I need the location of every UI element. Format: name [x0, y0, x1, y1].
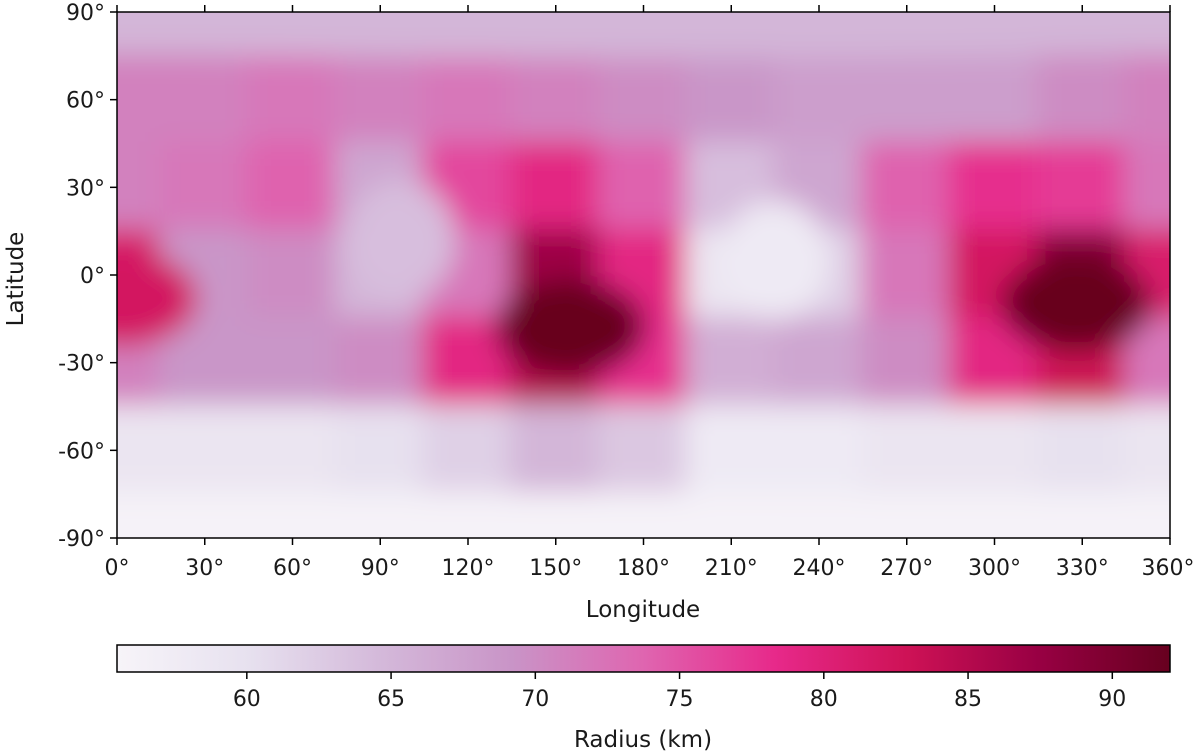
colorbar-title: Radius (km) — [574, 727, 712, 753]
heatmap-cell — [246, 141, 339, 234]
colorbar-tick-label: 85 — [954, 687, 982, 712]
x-tick-label: 360° — [1142, 556, 1195, 581]
colorbar-tick-label: 65 — [377, 687, 405, 712]
x-tick-label: 240° — [793, 556, 846, 581]
heatmap-cell — [246, 229, 339, 321]
colorbar-tick-label: 80 — [810, 687, 838, 712]
colorbar-ticks: 60 65 70 75 80 85 90 — [233, 672, 1126, 712]
x-tick-label: 90° — [361, 556, 400, 581]
heatmap-cell — [1124, 53, 1170, 146]
x-axis-title: Longitude — [586, 597, 700, 623]
x-tick-label: 330° — [1056, 556, 1109, 581]
heatmap — [117, 12, 1170, 538]
heatmap-cell — [509, 404, 602, 497]
heatmap-cell — [685, 316, 778, 409]
y-tick-label: 90° — [66, 1, 105, 26]
heatmap-cell — [158, 141, 251, 234]
colorbar-gradient — [116, 644, 1171, 673]
x-axis: 0° 30° 60° 90° 120° 150° 180° 210° 240° 270° 300° 3… — [105, 5, 1195, 581]
heatmap-cell — [773, 404, 865, 497]
colorbar: 60 65 70 75 80 85 90 Radius (km) — [116, 644, 1171, 753]
heatmap-cell — [948, 53, 1041, 146]
colorbar-tick-label: 75 — [666, 687, 694, 712]
heatmap-cell — [597, 404, 690, 497]
y-tick-label: -60° — [58, 439, 105, 464]
heatmap-cell — [1036, 404, 1129, 497]
heatmap-cell — [117, 141, 163, 234]
x-tick-label: 0° — [105, 556, 130, 581]
heatmap-cell — [860, 229, 953, 321]
heatmap-cell — [509, 141, 602, 234]
heatmap-cell — [1036, 141, 1129, 234]
y-axis: 90° 60° 30° 0° -30° -60° -90° — [58, 1, 117, 552]
y-tick-label: 0° — [80, 264, 105, 289]
y-tick-label: 60° — [66, 89, 105, 114]
heatmap-cell — [334, 404, 427, 497]
heatmap-cell — [117, 53, 163, 146]
heatmap-features — [117, 12, 1170, 538]
heatmap-cell — [948, 141, 1041, 234]
y-axis-title: Latitude — [3, 232, 29, 327]
heatmap-cell — [773, 53, 865, 146]
colorbar-tick-label: 90 — [1098, 687, 1126, 712]
heatmap-cell — [334, 53, 427, 146]
heatmap-maximum-150 — [495, 279, 646, 376]
heatmap-cell — [860, 53, 953, 146]
y-tick-label: -30° — [58, 352, 105, 377]
heatmap-minimum-95 — [345, 179, 456, 300]
heatmap-cell — [246, 316, 339, 409]
heatmap-maximum-330 — [1001, 256, 1152, 353]
heatmap-cell — [685, 53, 778, 146]
heatmap-cell — [860, 316, 953, 409]
x-tick-label: 300° — [968, 556, 1021, 581]
heatmap-cell — [117, 404, 163, 497]
heatmap-north-polar-cap — [117, 12, 1170, 58]
heatmap-cell — [246, 404, 339, 497]
heatmap-cell — [422, 53, 514, 146]
x-tick-label: 210° — [705, 556, 758, 581]
heatmap-cell — [158, 53, 251, 146]
heatmap-cell — [509, 53, 602, 146]
x-tick-label: 60° — [273, 556, 312, 581]
x-tick-label: 30° — [185, 556, 224, 581]
heatmap-cell — [334, 316, 427, 409]
heatmap-cell — [685, 404, 778, 497]
heatmap-cell — [597, 141, 690, 234]
heatmap-cell — [246, 53, 339, 146]
heatmap-cell — [773, 316, 865, 409]
colorbar-tick-label: 60 — [233, 687, 261, 712]
heatmap-maximum-0 — [117, 250, 198, 347]
heatmap-minimum-225 — [720, 200, 831, 321]
heatmap-south-polar-cap — [117, 492, 1170, 538]
heatmap-cell — [860, 141, 953, 234]
heatmap-cell — [860, 404, 953, 497]
heatmap-cell — [158, 404, 251, 497]
colorbar-tick-label: 70 — [521, 687, 549, 712]
heatmap-cell — [948, 404, 1041, 497]
x-tick-label: 150° — [529, 556, 582, 581]
heatmap-cell — [1036, 53, 1129, 146]
y-tick-label: -90° — [58, 527, 105, 552]
heatmap-cell — [597, 53, 690, 146]
x-tick-label: 270° — [880, 556, 933, 581]
heatmap-cell — [1124, 141, 1170, 234]
heatmap-cell — [1124, 404, 1170, 497]
y-tick-label: 30° — [66, 176, 105, 201]
x-tick-label: 180° — [617, 556, 670, 581]
heatmap-cell — [422, 404, 514, 497]
x-tick-label: 120° — [442, 556, 495, 581]
